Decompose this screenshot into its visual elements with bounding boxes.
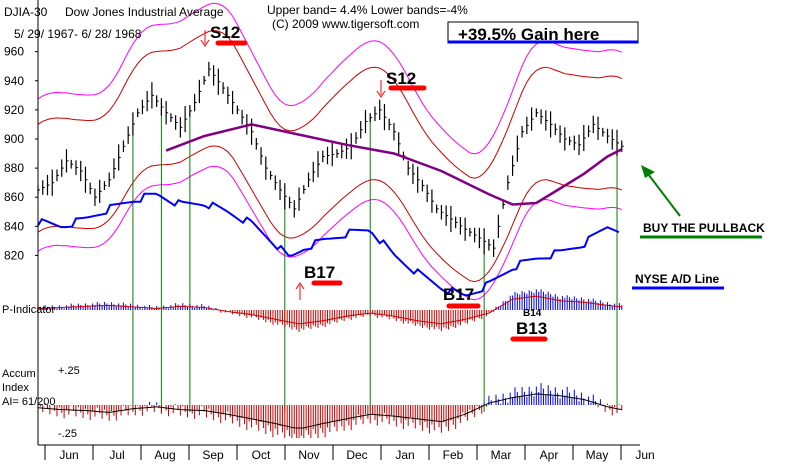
- signal-b17-first: B17: [304, 263, 335, 282]
- chart-title: Dow Jones Industrial Average: [65, 5, 224, 19]
- moving-average-line: [165, 123, 623, 206]
- signal-s12-first-arrow-icon: [200, 30, 210, 47]
- ai-label: AI= 61/200: [2, 396, 56, 408]
- ad-line-label: NYSE A/D Line: [635, 272, 720, 286]
- overlay-lines: [37, 123, 623, 297]
- price-tick-label: 940: [4, 74, 24, 88]
- signal-lines: [132, 106, 618, 412]
- month-label: Nov: [298, 448, 319, 462]
- signal-s12-first: S12: [210, 23, 240, 42]
- month-label: Oct: [252, 448, 271, 462]
- month-label: May: [586, 448, 609, 462]
- gain-box-text: +39.5% Gain here: [458, 25, 599, 44]
- accum-tick-minus: -.25: [58, 428, 77, 440]
- month-label: Jul: [109, 448, 124, 462]
- month-label: Jan: [395, 448, 414, 462]
- accum-index-smooth-line: [37, 393, 622, 429]
- lower-outer-band: [37, 165, 622, 301]
- upper-inner-band: [37, 29, 622, 179]
- month-label: Aug: [154, 448, 175, 462]
- accum-tick-plus: +.25: [58, 365, 80, 377]
- month-label: Jun: [635, 448, 654, 462]
- price-tick-label: 880: [4, 161, 24, 175]
- lower-inner-band: [37, 145, 622, 283]
- date-range: 5/ 29/ 1967- 6/ 28/ 1968: [14, 27, 142, 41]
- price-bands: [37, 2, 622, 301]
- month-label: Mar: [491, 448, 512, 462]
- signal-s12-second: S12: [386, 69, 416, 88]
- month-label: Dec: [346, 448, 367, 462]
- price-tick-label: 920: [4, 103, 24, 117]
- upper-outer-band: [37, 2, 622, 155]
- price-tick-label: 960: [4, 45, 24, 59]
- month-label: Jun: [59, 448, 78, 462]
- accum-label: Accum: [2, 368, 36, 380]
- signal-b17-second: B17: [443, 285, 474, 304]
- histograms: [37, 289, 623, 438]
- month-label: Sep: [202, 448, 224, 462]
- month-label: Apr: [540, 448, 559, 462]
- price-tick-label: 820: [4, 248, 24, 262]
- price-bars: [37, 61, 624, 257]
- month-label: Feb: [443, 448, 464, 462]
- buy-pullback-arrow-shaft: [644, 169, 681, 217]
- p-indicator-label: P-Indicator: [2, 304, 56, 316]
- index-label: Index: [2, 382, 29, 394]
- price-tick-label: 900: [4, 132, 24, 146]
- ticker-label: DJIA-30: [4, 5, 48, 19]
- axes: 960 940 920 900 880 860 840 820 Jun Jul Aug Sep Oct N…: [4, 0, 655, 462]
- signal-b14: B14: [523, 308, 542, 319]
- price-tick-label: 860: [4, 190, 24, 204]
- copyright-label: (C) 2009 www.tigersoft.com: [272, 17, 419, 31]
- signal-b17-first-arrow-icon: [295, 282, 305, 300]
- signal-s12-second-arrow-icon: [376, 80, 386, 98]
- ad-line: [37, 192, 620, 297]
- buy-pullback-arrow-icon: [641, 165, 655, 178]
- signal-b13: B13: [516, 319, 547, 338]
- price-tick-label: 840: [4, 219, 24, 233]
- bands-label: Upper band= 4.4% Lower bands=-4%: [267, 3, 468, 17]
- p-indicator-smooth-line: [37, 295, 622, 325]
- buy-pullback-label: BUY THE PULLBACK: [643, 221, 765, 235]
